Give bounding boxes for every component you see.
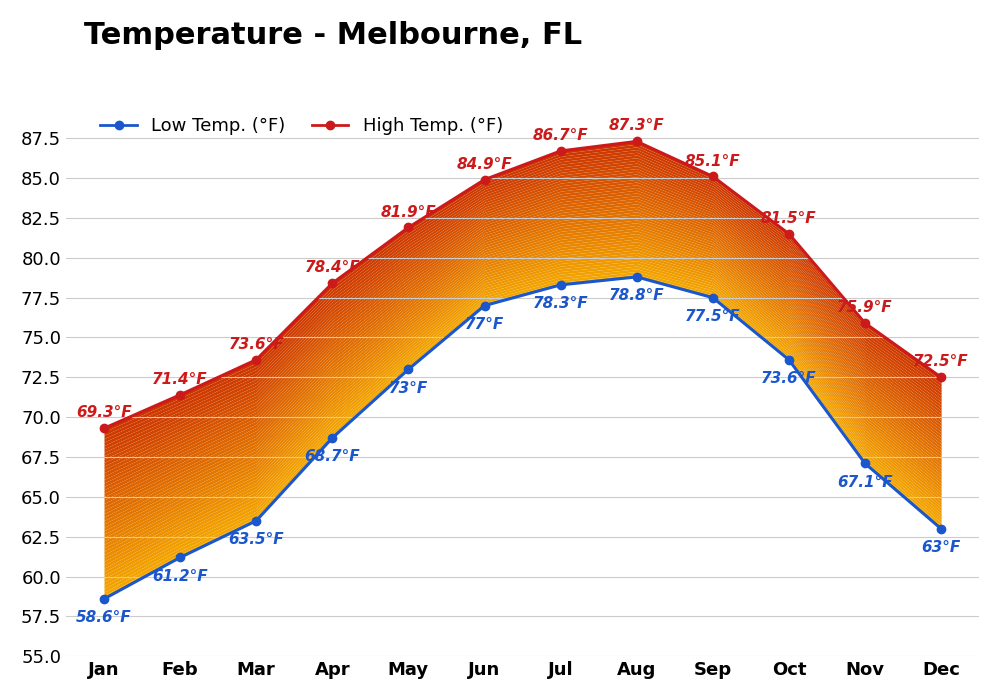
High Temp. (°F) — [98, 424, 110, 433]
Text: 73.6°F: 73.6°F — [228, 337, 284, 352]
Text: 78.3°F: 78.3°F — [533, 296, 588, 311]
Text: 69.3°F: 69.3°F — [76, 405, 132, 421]
Low Temp. (°F) — [250, 517, 262, 525]
High Temp. (°F) — [783, 230, 795, 238]
Text: 67.1°F: 67.1°F — [837, 475, 893, 489]
Text: 84.9°F: 84.9°F — [457, 157, 512, 172]
High Temp. (°F) — [707, 172, 719, 181]
Low Temp. (°F) — [707, 293, 719, 302]
Low Temp. (°F) — [555, 281, 567, 289]
Text: 72.5°F: 72.5°F — [913, 354, 969, 370]
Text: 81.9°F: 81.9°F — [381, 204, 436, 220]
Text: 61.2°F: 61.2°F — [152, 568, 208, 584]
Low Temp. (°F) — [479, 302, 491, 310]
Text: 81.5°F: 81.5°F — [761, 211, 817, 226]
High Temp. (°F) — [250, 356, 262, 364]
Low Temp. (°F) — [174, 553, 186, 561]
Text: 77.5°F: 77.5°F — [685, 309, 741, 324]
Text: 75.9°F: 75.9°F — [837, 300, 893, 315]
Low Temp. (°F) — [98, 595, 110, 603]
Low Temp. (°F) — [935, 524, 947, 533]
Legend: Low Temp. (°F), High Temp. (°F): Low Temp. (°F), High Temp. (°F) — [93, 110, 510, 142]
Text: 85.1°F: 85.1°F — [685, 153, 741, 169]
High Temp. (°F) — [326, 279, 338, 288]
Text: 78.4°F: 78.4°F — [304, 260, 360, 275]
High Temp. (°F) — [479, 176, 491, 184]
Text: 63.5°F: 63.5°F — [228, 532, 284, 547]
Line: High Temp. (°F): High Temp. (°F) — [100, 137, 945, 433]
Text: 71.4°F: 71.4°F — [152, 372, 208, 387]
High Temp. (°F) — [859, 319, 871, 328]
Low Temp. (°F) — [859, 459, 871, 468]
Text: Temperature - Melbourne, FL: Temperature - Melbourne, FL — [84, 21, 582, 50]
Text: 86.7°F: 86.7°F — [533, 128, 588, 143]
High Temp. (°F) — [555, 147, 567, 155]
High Temp. (°F) — [631, 137, 643, 146]
Text: 77°F: 77°F — [465, 317, 504, 332]
Text: 63°F: 63°F — [921, 540, 961, 555]
High Temp. (°F) — [935, 373, 947, 382]
Low Temp. (°F) — [631, 273, 643, 281]
Low Temp. (°F) — [783, 356, 795, 364]
Text: 87.3°F: 87.3°F — [609, 118, 665, 134]
Low Temp. (°F) — [402, 365, 414, 374]
Low Temp. (°F) — [326, 434, 338, 442]
Text: 73°F: 73°F — [389, 381, 428, 395]
Text: 73.6°F: 73.6°F — [761, 371, 817, 386]
Line: Low Temp. (°F): Low Temp. (°F) — [100, 273, 945, 603]
High Temp. (°F) — [402, 223, 414, 232]
Text: 58.6°F: 58.6°F — [76, 610, 132, 625]
Text: 68.7°F: 68.7°F — [304, 449, 360, 464]
High Temp. (°F) — [174, 391, 186, 399]
Text: 78.8°F: 78.8°F — [609, 288, 665, 303]
